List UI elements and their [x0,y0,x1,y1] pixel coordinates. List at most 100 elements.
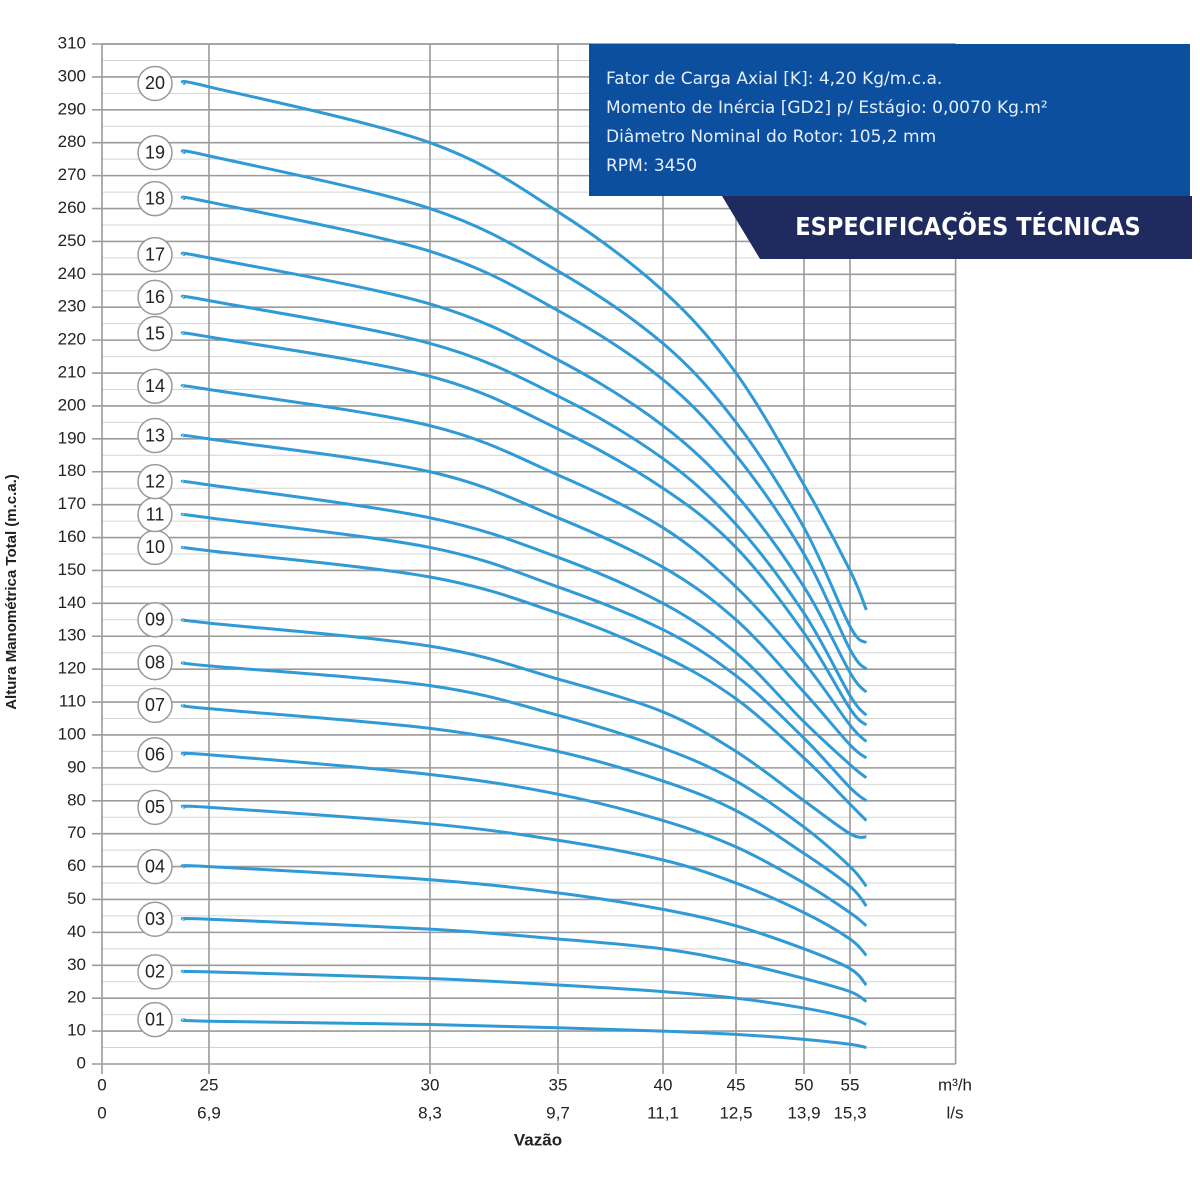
stage-badge [137,602,173,638]
pump-curve [180,1018,867,1050]
stage-badge [137,315,173,352]
y-tick-label: 130 [58,626,86,645]
stage-badge [137,954,173,990]
spec-line: RPM: 3450 [606,156,697,176]
pump-curve [180,969,867,1026]
pump-curve [180,618,867,839]
stage-badge [137,644,173,681]
y-tick-label: 280 [58,132,86,151]
x2-tick-label: 15,3 [833,1103,866,1122]
x2-tick-label: 0 [97,1103,106,1122]
y-tick-label: 200 [58,395,86,414]
x-axis-title: Vazão [514,1130,562,1149]
stage-label: 07 [145,695,165,715]
stage-label: 16 [145,287,165,307]
y-tick-label: 10 [67,1021,86,1040]
y-tick-label: 170 [58,494,86,513]
y-tick-label: 110 [59,692,86,711]
y-tick-label: 230 [58,297,86,316]
specs-box: Fator de Carga Axial [K]: 4,20 Kg/m.c.a.… [589,44,1192,259]
stage-badge [137,687,173,724]
specs-banner [722,196,1192,259]
pump-curve [180,149,868,645]
stage-badge [137,901,173,937]
stage-label: 14 [145,376,165,396]
x-tick-label: 35 [549,1075,568,1094]
x-unit: m³/h [938,1075,972,1094]
stage-badge [137,236,173,273]
y-tick-label: 40 [67,922,86,941]
y-tick-label: 190 [58,428,86,447]
specs-title: ESPECIFICAÇÕES TÉCNICAS [795,211,1140,241]
stage-label: 08 [145,652,165,672]
x2-unit: l/s [947,1103,964,1122]
stage-label: 11 [146,504,165,524]
y-tick-label: 160 [58,527,86,546]
pump-curve [180,512,868,802]
y-tick-label: 90 [67,757,86,776]
pump-curve [180,916,868,1003]
y-tick-label: 80 [67,790,86,809]
y-tick-label: 30 [67,955,86,974]
y-tick-label: 0 [77,1053,86,1072]
stage-label: 13 [145,425,165,445]
x2-tick-label: 6,9 [197,1103,221,1122]
spec-line: Diâmetro Nominal do Rotor: 105,2 mm [606,127,936,147]
stage-label: 17 [145,244,165,264]
y-axis-title: Altura Manométrica Total (m.c.a.) [3,474,20,710]
y-tick-label: 270 [58,165,86,184]
y-tick-label: 220 [58,330,86,349]
stage-badge [137,368,173,404]
stage-label: 03 [145,909,165,929]
stage-label: 04 [145,856,165,876]
x-tick-label: 30 [421,1075,440,1094]
x2-tick-label: 11,1 [647,1103,679,1122]
y-tick-label: 240 [58,264,86,283]
y-tick-label: 50 [67,889,86,908]
y-tick-label: 100 [58,724,86,743]
x-tick-label: 50 [795,1075,814,1094]
spec-line: Fator de Carga Axial [K]: 4,20 Kg/m.c.a. [606,69,942,89]
stage-label: 19 [145,142,165,162]
pump-curve [180,195,868,671]
stage-label: 15 [145,323,165,343]
pump-curve [180,661,868,888]
stage-label: 09 [145,610,165,630]
y-tick-label: 310 [58,33,86,52]
stage-badge [137,848,173,885]
stage-badge [137,736,173,773]
stage-label: 12 [145,471,165,491]
pump-curve [180,251,868,694]
plot-area: 0102030405060708090100110120130140150160… [58,33,957,1122]
y-tick-label: 20 [67,988,86,1007]
x-tick-label: 40 [654,1075,673,1094]
stage-badge [137,463,173,500]
y-tick-label: 140 [58,593,86,612]
stage-badge [137,1001,173,1038]
stage-badge [137,65,173,102]
stage-badge [137,279,173,316]
stage-label: 05 [145,797,165,817]
stage-label: 10 [145,537,165,557]
y-tick-label: 290 [58,99,86,118]
specs-background [589,44,1190,196]
x2-tick-label: 9,7 [546,1103,570,1122]
pump-curve [180,703,868,908]
pump-curve [180,384,868,743]
pump-curve [180,545,868,822]
pump-curve [180,433,868,760]
x-tick-label: 25 [200,1075,219,1094]
x-tick-label: 0 [97,1075,106,1094]
y-tick-label: 180 [58,461,86,480]
pump-curve [180,80,868,611]
pump-curve [180,804,868,957]
stage-label: 02 [145,962,165,982]
stage-badge [137,789,173,826]
stage-label: 18 [145,188,165,208]
x-tick-label: 45 [727,1075,746,1094]
stage-label: 06 [145,744,165,764]
y-tick-label: 60 [67,856,86,875]
stage-badge [137,134,173,171]
y-tick-label: 250 [58,231,86,250]
